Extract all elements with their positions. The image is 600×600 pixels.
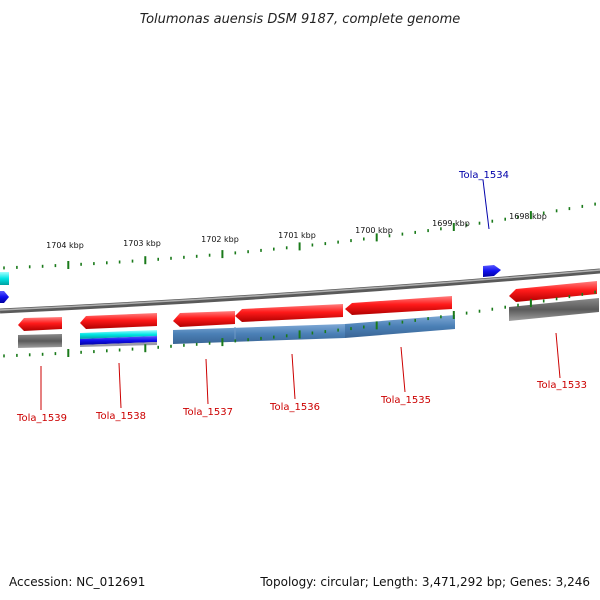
scale-label-1700: 1700 kbp xyxy=(355,226,393,235)
leader-tola-1535 xyxy=(400,346,406,393)
accession-text: Accession: NC_012691 xyxy=(9,575,145,589)
forward-genes xyxy=(18,281,597,331)
gene-tola-1535[interactable] xyxy=(345,296,452,315)
label-leaders xyxy=(40,179,561,410)
scale-labels: 1704 kbp 1703 kbp 1702 kbp 1701 kbp 1700… xyxy=(46,212,547,250)
label-tola-1533[interactable]: Tola_1533 xyxy=(536,380,587,391)
gene-tola-1534[interactable] xyxy=(483,265,501,277)
leader-tola-1534 xyxy=(482,179,490,230)
leader-tola-1533 xyxy=(555,332,561,379)
scale-label-1698: 1698 kbp xyxy=(509,212,547,221)
scale-label-1703: 1703 kbp xyxy=(123,239,161,248)
topology-text: Topology: circular; Length: 3,471,292 bp… xyxy=(259,575,590,589)
genome-backbone-highlight xyxy=(0,269,600,311)
label-tola-1535[interactable]: Tola_1535 xyxy=(380,395,431,406)
label-tola-1534[interactable]: Tola_1534 xyxy=(458,170,509,181)
gene-tola-1538-lower-shadow xyxy=(80,342,157,347)
label-tola-1537[interactable]: Tola_1537 xyxy=(182,407,233,418)
gene-tola-1539[interactable] xyxy=(18,317,62,331)
lower-feature-row xyxy=(18,298,599,348)
gene-tola-1533[interactable] xyxy=(509,281,597,302)
scale-label-1702: 1702 kbp xyxy=(201,235,239,244)
partial-gene-blue xyxy=(0,291,9,303)
gene-tola-1537[interactable] xyxy=(173,311,235,327)
gene-tola-1536[interactable] xyxy=(235,304,343,322)
scale-label-1704: 1704 kbp xyxy=(46,241,84,250)
gene-tola-1539-lower-bar xyxy=(18,334,62,348)
leader-tola-1536 xyxy=(291,353,296,400)
partial-gene-cyan xyxy=(0,272,9,285)
scale-label-1701: 1701 kbp xyxy=(278,231,316,240)
label-tola-1538[interactable]: Tola_1538 xyxy=(95,411,146,422)
gene-tola-1538[interactable] xyxy=(80,313,157,329)
gene-tola-1537-1536-lower-bar xyxy=(173,324,345,344)
leader-tola-1538 xyxy=(118,362,122,409)
gene-tola-1533-lower-bar xyxy=(509,298,599,321)
inner-tick-ring xyxy=(3,290,596,358)
gene-tola-1535-lower-bar xyxy=(345,315,455,338)
gene-labels: Tola_1539 Tola_1538 Tola_1537 Tola_1536 … xyxy=(16,170,587,424)
left-edge-features xyxy=(0,272,9,303)
genome-title: Tolumonas auensis DSM 9187, complete gen… xyxy=(140,12,461,27)
leader-tola-1537 xyxy=(205,358,209,405)
label-tola-1536[interactable]: Tola_1536 xyxy=(269,402,320,413)
genome-backbone xyxy=(0,268,600,314)
outer-tick-ring xyxy=(3,202,596,270)
label-tola-1539[interactable]: Tola_1539 xyxy=(16,413,67,424)
scale-label-1699: 1699 kbp xyxy=(432,219,470,228)
